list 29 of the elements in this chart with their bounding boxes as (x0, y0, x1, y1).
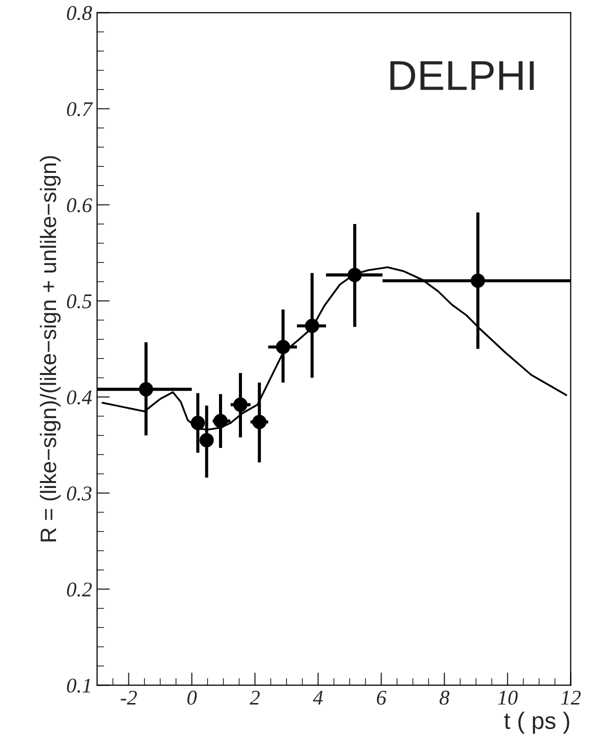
point (348, 268, 362, 282)
y-tick-label: 0.6 (66, 198, 92, 212)
x-tick-label: 0 (187, 690, 197, 705)
point (470, 274, 485, 288)
x-tick-label: 2 (250, 690, 260, 705)
point (138, 382, 154, 396)
x-tick-label: 4 (312, 690, 323, 705)
x-tick-label: 6 (376, 690, 386, 705)
y-tick-label: 0.5 (66, 294, 92, 308)
y-axis-title: R = (like−sign)/(like−sign + unlike−sign) (40, 156, 61, 542)
point (276, 340, 290, 354)
y-tick-label: 0.4 (66, 390, 92, 404)
x-axis-title: t ( ps ) (504, 712, 570, 734)
y-tick-label: 0.8 (66, 6, 92, 20)
y-tick-label: 0.2 (66, 582, 92, 597)
x-tick-label: 8 (440, 690, 450, 705)
x-tick-label: 12 (561, 690, 581, 705)
y-tick-label: 0.7 (66, 102, 93, 116)
point (252, 414, 266, 430)
point (233, 398, 248, 412)
y-tick-label: 0.1 (66, 678, 90, 693)
y-tick-label: 0.3 (66, 486, 92, 501)
point (213, 414, 228, 428)
point (304, 318, 320, 333)
x-tick-label: -2 (120, 690, 137, 705)
annotation: DELPHI (390, 61, 534, 90)
point (200, 433, 214, 448)
x-tick-label: 10 (498, 690, 518, 705)
point (190, 416, 205, 430)
